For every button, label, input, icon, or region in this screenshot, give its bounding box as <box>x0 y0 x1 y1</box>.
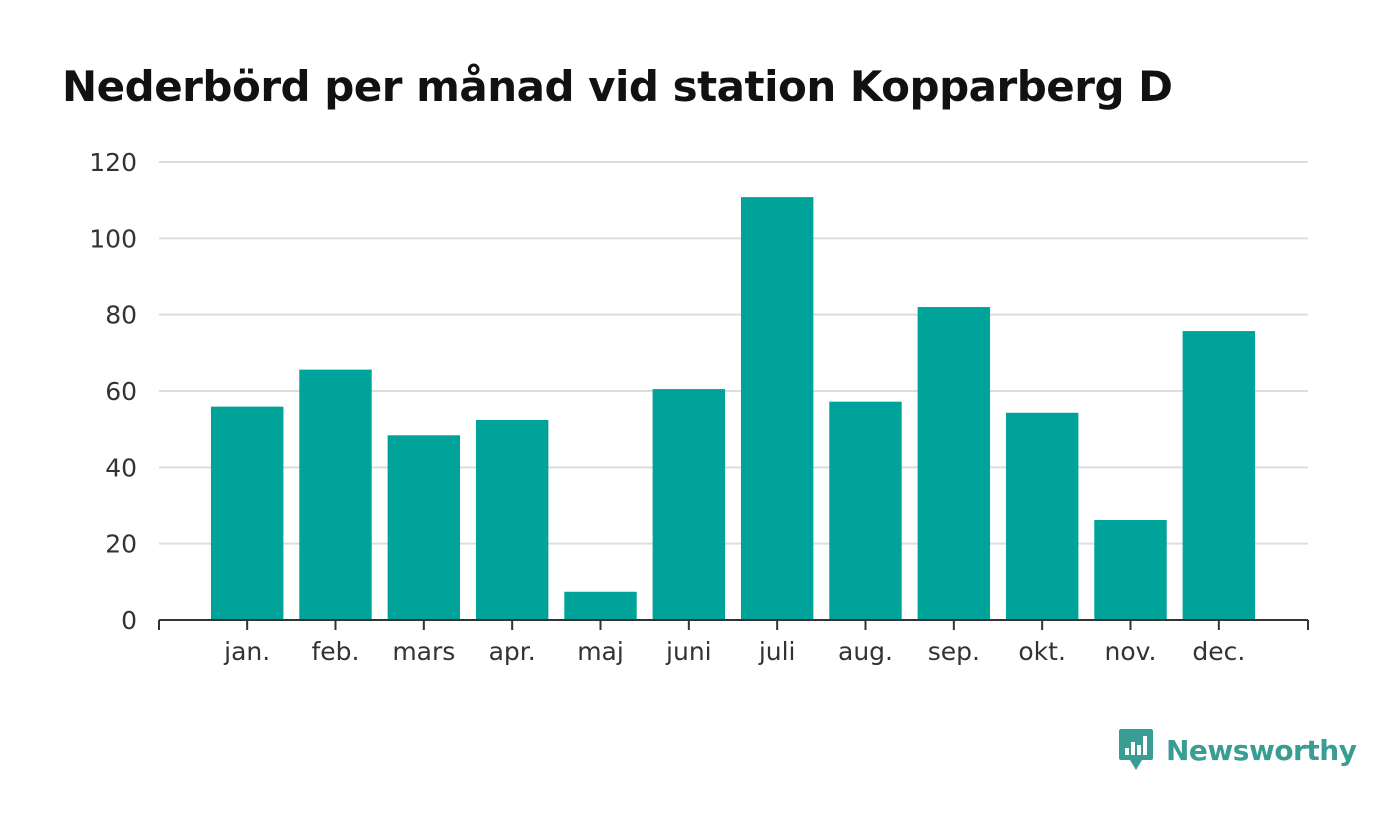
x-tick-label: juli <box>758 637 796 666</box>
newsworthy-logo-icon <box>1119 729 1153 770</box>
bar-juli <box>740 197 814 620</box>
x-axis: jan. feb. mars apr. maj juni juli aug. sep. okt. n… <box>158 619 1309 666</box>
bar-sep <box>917 307 991 620</box>
bars <box>210 197 1256 620</box>
bar-apr <box>475 420 549 620</box>
y-tick-label: 40 <box>105 453 137 482</box>
y-tick-label: 20 <box>105 530 137 559</box>
bar-dec <box>1182 331 1256 620</box>
x-tick-label: dec. <box>1192 637 1245 666</box>
bar-juni <box>652 389 726 620</box>
bar-nov <box>1094 520 1167 620</box>
y-axis: 0 20 40 60 80 100 120 <box>89 148 137 635</box>
chart-title: Nederbörd per månad vid station Kopparbe… <box>62 62 1173 111</box>
x-tick-label: aug. <box>838 637 893 666</box>
x-tick-label: juni <box>665 637 712 666</box>
y-tick-label: 60 <box>105 377 137 406</box>
bar-mars <box>387 435 461 620</box>
bar-feb <box>299 369 372 620</box>
x-tick-label: mars <box>392 637 455 666</box>
x-tick-label: feb. <box>312 637 360 666</box>
brand-logo: Newsworthy <box>1118 728 1357 772</box>
x-tick-label: okt. <box>1018 637 1066 666</box>
bar-okt <box>1005 412 1079 620</box>
y-tick-label: 120 <box>89 148 137 177</box>
x-tick-label: nov. <box>1105 637 1157 666</box>
x-tick-label: maj <box>577 637 624 666</box>
bar-aug <box>829 401 902 620</box>
x-tick-label: sep. <box>928 637 980 666</box>
bar-maj <box>564 591 637 620</box>
y-tick-label: 100 <box>89 224 137 253</box>
x-tick-label: jan. <box>223 637 270 666</box>
y-tick-label: 0 <box>121 606 137 635</box>
brand-name: Newsworthy <box>1166 733 1357 767</box>
x-tick-label: apr. <box>489 637 536 666</box>
y-tick-label: 80 <box>105 301 137 330</box>
bar-jan <box>210 406 284 620</box>
